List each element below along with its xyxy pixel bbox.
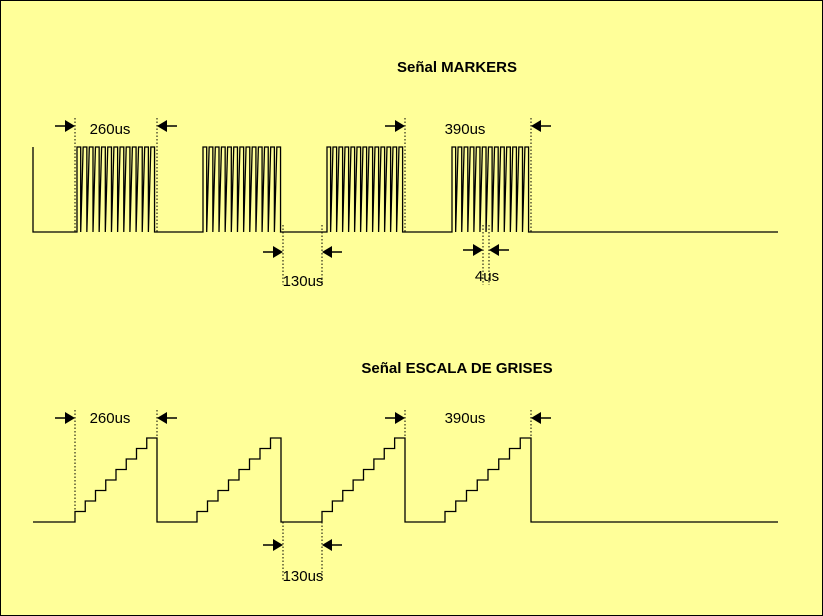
label: 130us (283, 568, 324, 585)
arrow-head (65, 120, 75, 132)
arrow-head (322, 539, 332, 551)
grises-title: Señal ESCALA DE GRISES (361, 360, 552, 377)
arrow-head (157, 412, 167, 424)
arrow-head (531, 120, 541, 132)
label: 4us (475, 268, 499, 285)
label: 130us (283, 273, 324, 290)
arrow-head (531, 412, 541, 424)
arrow-head (473, 244, 483, 256)
label: 390us (445, 121, 486, 138)
arrow-head (273, 246, 283, 258)
arrow-head (395, 120, 405, 132)
grises-wave (33, 437, 778, 523)
arrow-head (157, 120, 167, 132)
arrow-head (273, 539, 283, 551)
arrow-head (322, 246, 332, 258)
markers-title: Señal MARKERS (397, 59, 517, 76)
label: 390us (445, 410, 486, 427)
arrow-head (489, 244, 499, 256)
arrow-head (65, 412, 75, 424)
arrow-head (395, 412, 405, 424)
markers-wave (32, 146, 778, 233)
label: 260us (90, 410, 131, 427)
label: 260us (90, 121, 131, 138)
